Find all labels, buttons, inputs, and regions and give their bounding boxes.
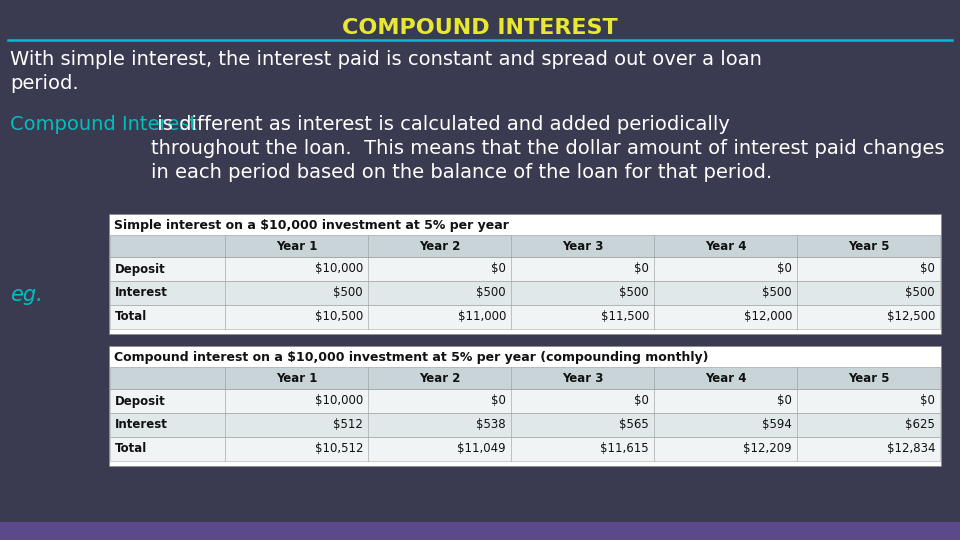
Text: Year 4: Year 4	[705, 372, 746, 384]
Text: $0: $0	[635, 262, 649, 275]
Text: $11,615: $11,615	[600, 442, 649, 456]
Text: Compound interest on a $10,000 investment at 5% per year (compounding monthly): Compound interest on a $10,000 investmen…	[114, 351, 708, 364]
Text: $12,500: $12,500	[887, 310, 935, 323]
Text: $10,512: $10,512	[315, 442, 363, 456]
Text: $10,000: $10,000	[315, 262, 363, 275]
Text: Year 5: Year 5	[848, 372, 889, 384]
Text: $0: $0	[492, 262, 506, 275]
Text: Year 1: Year 1	[276, 240, 317, 253]
Text: $0: $0	[778, 262, 792, 275]
Text: Compound Interest: Compound Interest	[10, 115, 197, 134]
FancyBboxPatch shape	[110, 367, 940, 389]
Text: $11,500: $11,500	[601, 310, 649, 323]
Text: Year 2: Year 2	[419, 372, 460, 384]
Text: $0: $0	[920, 262, 935, 275]
FancyBboxPatch shape	[110, 257, 940, 281]
Text: Deposit: Deposit	[115, 395, 166, 408]
Text: Interest: Interest	[115, 418, 168, 431]
FancyBboxPatch shape	[110, 305, 940, 329]
Text: $10,000: $10,000	[315, 395, 363, 408]
Text: eg.: eg.	[10, 285, 43, 305]
Text: $500: $500	[333, 287, 363, 300]
Text: $500: $500	[905, 287, 935, 300]
Text: $500: $500	[476, 287, 506, 300]
Text: Year 2: Year 2	[419, 240, 460, 253]
Text: Interest: Interest	[115, 287, 168, 300]
Text: $10,500: $10,500	[315, 310, 363, 323]
Text: Year 3: Year 3	[562, 372, 603, 384]
Text: $500: $500	[762, 287, 792, 300]
Text: Year 5: Year 5	[848, 240, 889, 253]
Text: $11,000: $11,000	[458, 310, 506, 323]
Text: $565: $565	[619, 418, 649, 431]
FancyBboxPatch shape	[110, 389, 940, 413]
Text: $594: $594	[762, 418, 792, 431]
FancyBboxPatch shape	[0, 522, 960, 540]
FancyBboxPatch shape	[110, 437, 940, 461]
FancyBboxPatch shape	[110, 281, 940, 305]
Text: Year 4: Year 4	[705, 240, 746, 253]
Text: $625: $625	[905, 418, 935, 431]
Text: $12,834: $12,834	[886, 442, 935, 456]
Text: Deposit: Deposit	[115, 262, 166, 275]
FancyBboxPatch shape	[109, 346, 941, 466]
Text: $12,209: $12,209	[743, 442, 792, 456]
Text: $0: $0	[635, 395, 649, 408]
FancyBboxPatch shape	[110, 413, 940, 437]
Text: $0: $0	[778, 395, 792, 408]
Text: $12,000: $12,000	[744, 310, 792, 323]
FancyBboxPatch shape	[109, 214, 941, 334]
Text: $0: $0	[920, 395, 935, 408]
Text: $512: $512	[333, 418, 363, 431]
Text: $11,049: $11,049	[457, 442, 506, 456]
Text: COMPOUND INTEREST: COMPOUND INTEREST	[342, 18, 618, 38]
FancyBboxPatch shape	[110, 235, 940, 257]
Text: Year 3: Year 3	[562, 240, 603, 253]
Text: $0: $0	[492, 395, 506, 408]
Text: With simple interest, the interest paid is constant and spread out over a loan
p: With simple interest, the interest paid …	[10, 50, 762, 93]
Text: is different as interest is calculated and added periodically
throughout the loa: is different as interest is calculated a…	[151, 115, 945, 183]
Text: $538: $538	[476, 418, 506, 431]
Text: Simple interest on a $10,000 investment at 5% per year: Simple interest on a $10,000 investment …	[114, 219, 509, 232]
Text: Total: Total	[115, 310, 147, 323]
Text: Year 1: Year 1	[276, 372, 317, 384]
Text: Total: Total	[115, 442, 147, 456]
Text: $500: $500	[619, 287, 649, 300]
